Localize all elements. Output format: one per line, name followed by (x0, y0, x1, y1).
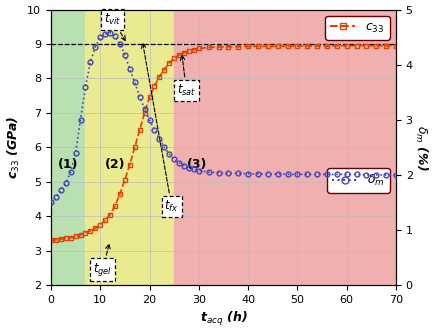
Text: $t_{gel}$: $t_{gel}$ (93, 244, 112, 278)
Y-axis label: c$_{33}$ (GPa): c$_{33}$ (GPa) (6, 116, 22, 179)
X-axis label: t$_{acq}$ (h): t$_{acq}$ (h) (199, 310, 247, 328)
Y-axis label: $\delta_m$ (%): $\delta_m$ (%) (412, 125, 428, 170)
Text: (2): (2) (105, 158, 125, 171)
Text: (3): (3) (186, 158, 207, 171)
Text: $t_{vit}$: $t_{vit}$ (104, 12, 125, 40)
Text: $t_{fx}$: $t_{fx}$ (141, 43, 178, 214)
Text: $t_{sat}$: $t_{sat}$ (176, 55, 196, 98)
Bar (51, 10, 85, 285)
Bar (85, 10, 174, 285)
Text: (1): (1) (58, 158, 79, 171)
Legend: $\delta_m$: $\delta_m$ (326, 168, 389, 193)
Bar (174, 10, 395, 285)
